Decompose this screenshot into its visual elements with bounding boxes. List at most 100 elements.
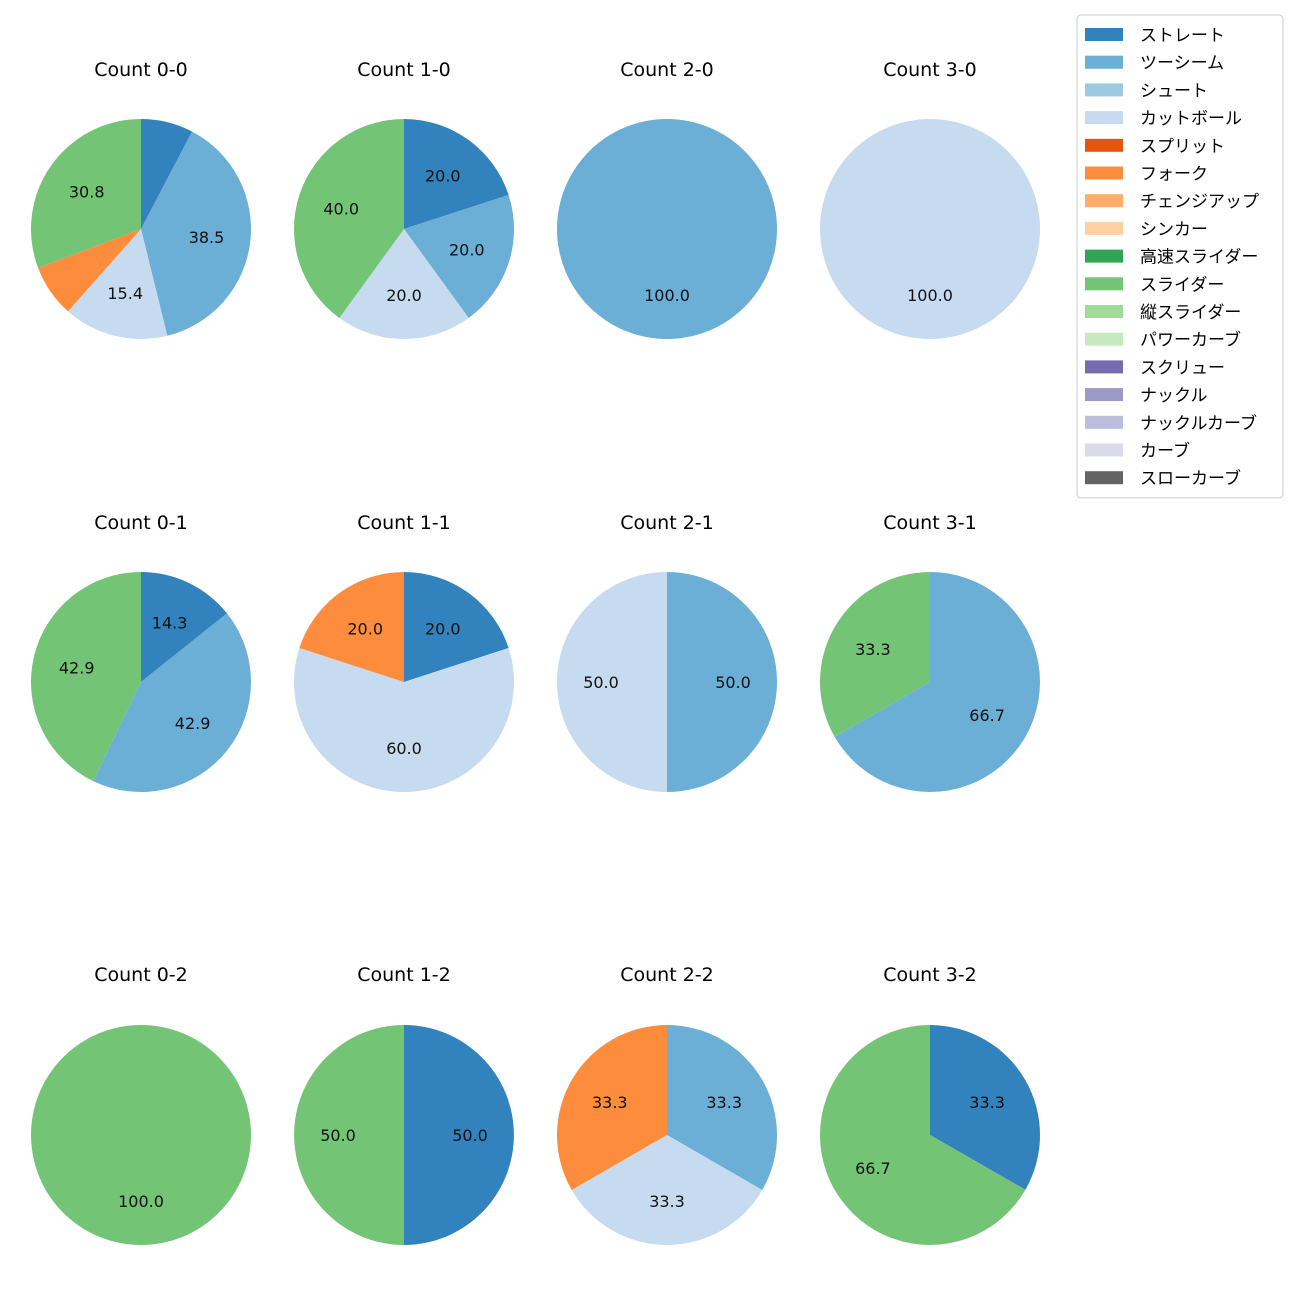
slice-label: 14.3 [152,614,188,633]
legend-swatch [1085,221,1123,235]
pie-slice [31,1025,251,1245]
pie-slice [820,119,1040,339]
legend-label: シュート [1140,81,1208,101]
slice-label: 38.5 [189,228,225,247]
pie-count-0-0: Count 0-0 38.5 15.4 30.8 [31,59,251,339]
pie-slice [571,1135,763,1245]
slice-label: 33.3 [969,1093,1005,1112]
legend-swatch [1085,194,1123,208]
slice-label: 40.0 [323,200,359,219]
pie-count-0-1: Count 0-1 14.3 42.9 42.9 [30,512,251,793]
pie-slice [31,119,141,269]
pie-title: Count 0-1 [94,512,188,534]
legend-label: フォーク [1140,165,1208,185]
slice-label: 20.0 [386,286,422,305]
pie-slice [557,1025,667,1190]
legend-swatch [1085,443,1123,457]
legend-swatch [1085,166,1123,180]
pie-slice [68,229,168,339]
pie-slice [404,572,509,682]
legend-label: ストレート [1140,26,1225,46]
slice-label: 33.3 [855,640,891,659]
pie-title: Count 2-0 [620,59,714,81]
slice-label: 20.0 [425,167,461,186]
legend-label: カットボール [1140,109,1242,129]
pie-slice [834,572,1040,792]
pie-count-3-2: Count 3-2 33.3 66.7 [820,964,1041,1245]
legend-label: シンカー [1140,220,1208,240]
pie-title: Count 3-2 [883,964,977,986]
legend-label: ナックルカーブ [1140,413,1257,434]
pie-count-2-2: Count 2-2 33.3 33.3 33.3 [557,964,777,1245]
pie-title: Count 0-0 [94,59,188,81]
legend-label: ナックル [1140,386,1208,406]
pie-slice [93,613,251,793]
slice-label: 100.0 [644,286,690,305]
slice-label: 50.0 [452,1126,488,1145]
pie-count-3-1: Count 3-1 66.7 33.3 [819,512,1040,792]
legend-swatch [1085,305,1123,318]
pie-title: Count 3-0 [883,59,977,81]
pie-title: Count 1-2 [357,964,451,986]
slice-label: 33.3 [592,1093,628,1112]
pie-title: Count 2-2 [620,964,714,986]
legend-swatch [1085,28,1123,41]
pie-slice [38,229,141,312]
pie-slice [557,572,667,792]
pie-slice [557,119,777,339]
legend-swatch [1085,277,1123,291]
pie-title: Count 0-2 [94,964,188,986]
pie-slice [339,229,469,340]
slice-label: 33.3 [706,1093,742,1112]
slice-label: 66.7 [855,1159,891,1178]
legend-label: 縦スライダー [1140,303,1241,323]
legend-swatch [1085,415,1123,429]
legend-label: ツーシーム [1140,54,1224,74]
pie-count-1-2: Count 1-2 50.0 50.0 [294,964,514,1245]
slice-label: 100.0 [118,1192,164,1211]
legend-swatch [1085,388,1123,402]
slice-label: 66.7 [969,706,1005,725]
legend-swatch [1085,55,1123,69]
pie-slice [667,1025,777,1190]
pie-count-0-2: Count 0-2 100.0 [31,964,251,1245]
slice-label: 100.0 [907,286,953,305]
slice-label: 50.0 [320,1126,356,1145]
legend-swatch [1085,249,1123,263]
pie-count-1-0: Count 1-0 20.0 20.0 20.0 40.0 [293,59,515,340]
legend-swatch [1085,332,1123,346]
legend-label: パワーカーブ [1140,330,1241,351]
pie-title: Count 2-1 [620,512,714,534]
slice-label: 42.9 [175,714,211,733]
pie-slice [294,1025,404,1245]
pie-slice [141,572,227,682]
slice-label: 33.3 [649,1192,685,1211]
legend-swatch [1085,111,1123,125]
pie-count-3-0: Count 3-0 100.0 [820,59,1040,339]
pie-slice [667,572,777,792]
slice-label: 50.0 [583,673,619,692]
pie-slice [404,119,509,229]
slice-label: 42.9 [59,658,95,677]
legend: ストレートツーシームシュートカットボールスプリットフォークチェンジアップシンカー… [1076,14,1284,499]
pie-slice [404,1025,514,1245]
pie-slice [820,1025,1026,1245]
legend-label: カーブ [1140,441,1190,462]
pie-slice [299,572,404,682]
pie-slice [404,195,515,318]
legend-label: スプリット [1140,137,1225,157]
slice-label: 60.0 [386,739,422,758]
pie-title: Count 3-1 [883,512,977,534]
pie-slice [293,119,404,318]
pie-slice [30,571,141,782]
slice-label: 15.4 [107,284,143,303]
legend-frame [1076,14,1284,499]
pies-layer: Count 0-0 38.5 15.4 30.8 Count 1-0 20.0 20.0 20… [30,59,1041,1245]
pie-slice [819,572,930,737]
slice-label: 20.0 [449,240,485,259]
pie-count-1-1: Count 1-1 20.0 60.0 20.0 [293,512,514,792]
slice-label: 50.0 [715,673,751,692]
pie-slice [930,1025,1041,1190]
pie-slice [141,131,251,336]
